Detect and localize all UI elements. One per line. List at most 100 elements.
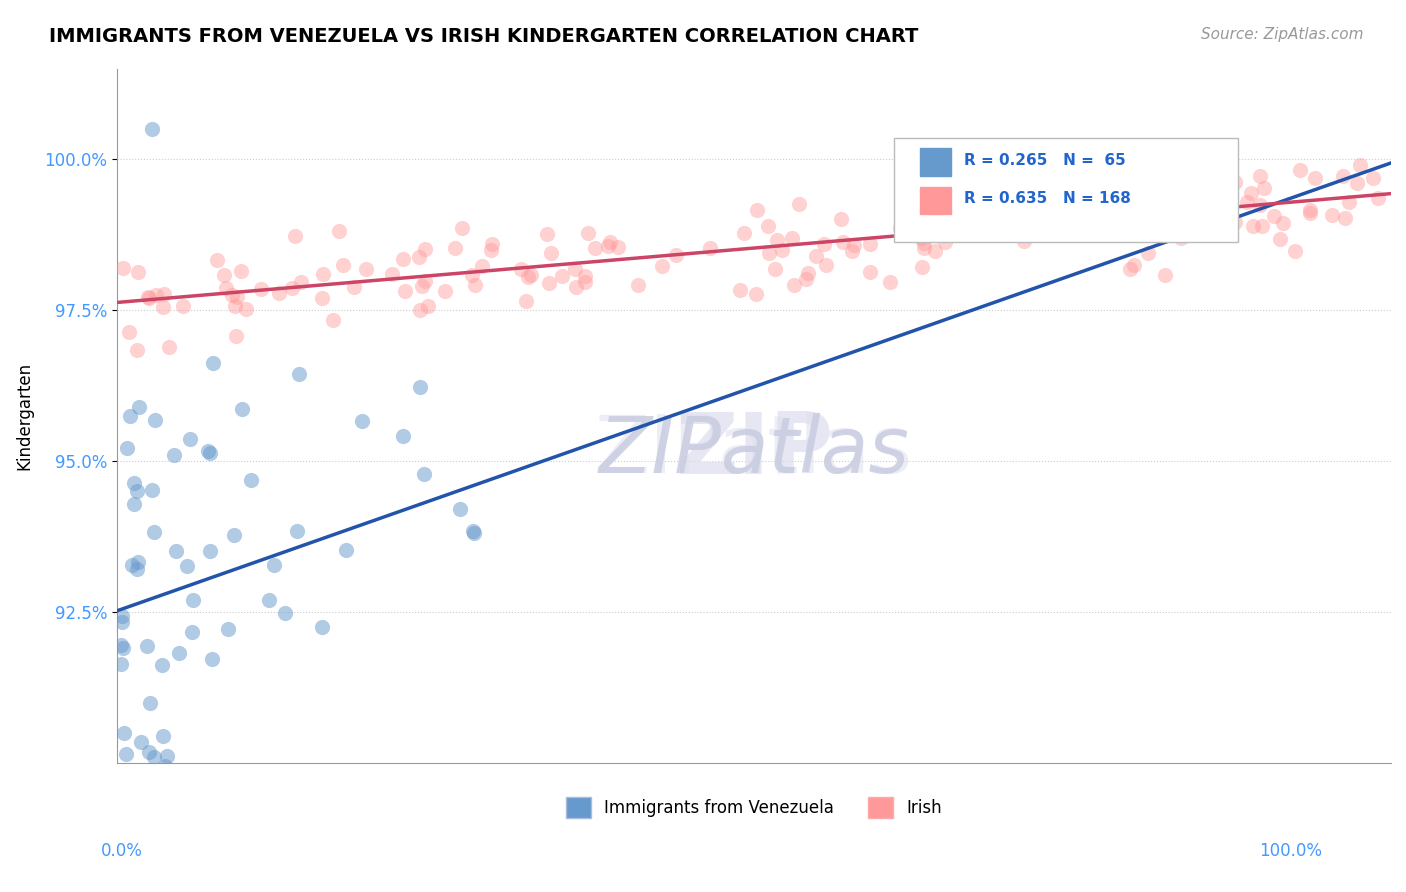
Immigrants from Venezuela: [115, 747, 138, 762]
Irish: [284, 229, 307, 244]
Irish: [1012, 234, 1035, 248]
Irish: [789, 197, 811, 211]
Text: IMMIGRANTS FROM VENEZUELA VS IRISH KINDERGARTEN CORRELATION CHART: IMMIGRANTS FROM VENEZUELA VS IRISH KINDE…: [49, 27, 918, 45]
Irish: [394, 284, 416, 298]
Immigrants from Venezuela: [335, 543, 357, 558]
Irish: [911, 260, 934, 275]
Immigrants from Venezuela: [198, 446, 221, 460]
Immigrants from Venezuela: [141, 122, 163, 136]
Irish: [322, 313, 344, 327]
Irish: [408, 303, 430, 318]
Irish: [1249, 169, 1271, 183]
Text: R = 0.635   N = 168: R = 0.635 N = 168: [965, 191, 1130, 206]
Immigrants from Venezuela: [231, 401, 253, 416]
Immigrants from Venezuela: [240, 474, 263, 488]
Irish: [832, 235, 855, 250]
Immigrants from Venezuela: [449, 502, 471, 516]
Immigrants from Venezuela: [257, 593, 280, 607]
Irish: [770, 244, 793, 258]
Immigrants from Venezuela: [165, 543, 187, 558]
Irish: [1361, 171, 1384, 186]
Immigrants from Venezuela: [117, 441, 139, 455]
Text: ZIPatlas: ZIPatlas: [595, 411, 912, 490]
Irish: [408, 250, 430, 264]
Irish: [381, 268, 404, 282]
Immigrants from Venezuela: [141, 483, 163, 498]
Irish: [797, 266, 820, 280]
Irish: [1288, 162, 1310, 177]
Irish: [1192, 208, 1215, 222]
Irish: [780, 231, 803, 245]
Immigrants from Venezuela: [288, 367, 311, 381]
Immigrants from Venezuela: [391, 429, 413, 443]
Irish: [1154, 268, 1177, 282]
Irish: [250, 282, 273, 296]
Immigrants from Venezuela: [311, 620, 333, 634]
Irish: [290, 275, 312, 289]
Irish: [221, 288, 243, 302]
Immigrants from Venezuela: [111, 641, 134, 656]
Irish: [651, 259, 673, 273]
Irish: [1298, 206, 1320, 220]
Irish: [479, 244, 502, 258]
Immigrants from Venezuela: [128, 786, 150, 800]
Irish: [730, 283, 752, 297]
Irish: [1337, 195, 1360, 210]
Text: ZIP: ZIP: [675, 409, 832, 492]
Immigrants from Venezuela: [180, 625, 202, 640]
Irish: [517, 270, 540, 285]
Irish: [842, 238, 865, 252]
Irish: [879, 275, 901, 289]
Irish: [235, 302, 257, 317]
Irish: [946, 178, 969, 193]
Irish: [993, 213, 1015, 227]
Irish: [172, 299, 194, 313]
Irish: [733, 227, 755, 241]
Irish: [267, 286, 290, 301]
Irish: [1137, 245, 1160, 260]
Immigrants from Venezuela: [128, 401, 150, 415]
Irish: [912, 235, 935, 250]
Immigrants from Venezuela: [285, 524, 308, 539]
Immigrants from Venezuela: [153, 758, 176, 772]
Irish: [1333, 211, 1355, 226]
Irish: [1001, 180, 1024, 194]
Irish: [225, 290, 247, 304]
Irish: [986, 215, 1008, 229]
Irish: [127, 265, 149, 279]
Irish: [1211, 210, 1233, 224]
Irish: [224, 299, 246, 313]
Immigrants from Venezuela: [200, 786, 222, 800]
Irish: [574, 268, 596, 283]
Irish: [461, 268, 484, 282]
Irish: [112, 260, 135, 275]
FancyBboxPatch shape: [894, 138, 1239, 242]
Irish: [125, 343, 148, 358]
Immigrants from Venezuela: [197, 444, 219, 458]
Text: 0.0%: 0.0%: [101, 842, 143, 860]
Irish: [994, 195, 1017, 210]
Irish: [599, 235, 621, 250]
Irish: [413, 242, 436, 256]
Irish: [993, 219, 1015, 234]
Irish: [1147, 194, 1170, 209]
Immigrants from Venezuela: [142, 525, 165, 540]
Immigrants from Venezuela: [136, 639, 159, 653]
Irish: [910, 231, 932, 245]
Immigrants from Venezuela: [125, 786, 148, 800]
Irish: [343, 280, 366, 294]
Irish: [1253, 181, 1275, 195]
Irish: [152, 300, 174, 314]
Immigrants from Venezuela: [139, 696, 162, 710]
Irish: [1322, 208, 1344, 222]
Irish: [841, 244, 863, 258]
Irish: [934, 235, 956, 249]
Text: R = 0.265   N =  65: R = 0.265 N = 65: [965, 153, 1126, 168]
Irish: [551, 268, 574, 283]
Immigrants from Venezuela: [120, 409, 142, 423]
Immigrants from Venezuela: [463, 525, 485, 540]
Irish: [1118, 262, 1140, 277]
Immigrants from Venezuela: [110, 615, 132, 629]
Irish: [328, 224, 350, 238]
Irish: [912, 241, 935, 255]
